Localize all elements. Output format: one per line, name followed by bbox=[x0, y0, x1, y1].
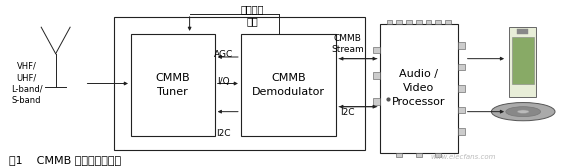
Text: VHF/
UHF/
L-band/
S-band: VHF/ UHF/ L-band/ S-band bbox=[11, 62, 42, 105]
Bar bbox=[131, 34, 215, 136]
Bar bbox=[436, 20, 441, 24]
Bar bbox=[458, 64, 465, 70]
Bar bbox=[517, 29, 528, 34]
Bar bbox=[416, 153, 422, 157]
Circle shape bbox=[517, 110, 529, 113]
Text: 时隙开关
控制: 时隙开关 控制 bbox=[241, 4, 264, 26]
Bar bbox=[458, 85, 465, 92]
Bar bbox=[406, 20, 412, 24]
Circle shape bbox=[491, 103, 555, 121]
Bar bbox=[373, 47, 380, 53]
Bar bbox=[396, 20, 402, 24]
Bar bbox=[396, 153, 402, 157]
Bar bbox=[114, 17, 365, 150]
Text: CMMB
Demodulator: CMMB Demodulator bbox=[252, 73, 325, 97]
Text: I/Q: I/Q bbox=[217, 77, 230, 86]
Bar bbox=[458, 128, 465, 135]
Text: I2C: I2C bbox=[340, 108, 355, 117]
Bar bbox=[509, 27, 536, 97]
Bar bbox=[373, 98, 380, 105]
Text: www.elecfans.com: www.elecfans.com bbox=[431, 154, 496, 160]
Bar bbox=[458, 107, 465, 113]
Bar bbox=[386, 20, 392, 24]
Bar bbox=[458, 42, 465, 49]
Bar bbox=[436, 153, 441, 157]
Text: I2C: I2C bbox=[216, 129, 231, 138]
Circle shape bbox=[506, 107, 541, 117]
Bar bbox=[512, 37, 534, 84]
Bar bbox=[380, 24, 458, 153]
Text: 图1    CMMB 接收终端框图。: 图1 CMMB 接收终端框图。 bbox=[9, 155, 121, 165]
Bar bbox=[241, 34, 336, 136]
Bar bbox=[416, 20, 422, 24]
Bar bbox=[426, 20, 432, 24]
Text: CMMB
Stream: CMMB Stream bbox=[332, 34, 364, 54]
Bar bbox=[373, 72, 380, 79]
Text: AGC: AGC bbox=[214, 50, 233, 59]
Bar bbox=[445, 20, 451, 24]
Text: CMMB
Tuner: CMMB Tuner bbox=[155, 73, 190, 97]
Text: Audio /
Video
Processor: Audio / Video Processor bbox=[392, 69, 445, 108]
